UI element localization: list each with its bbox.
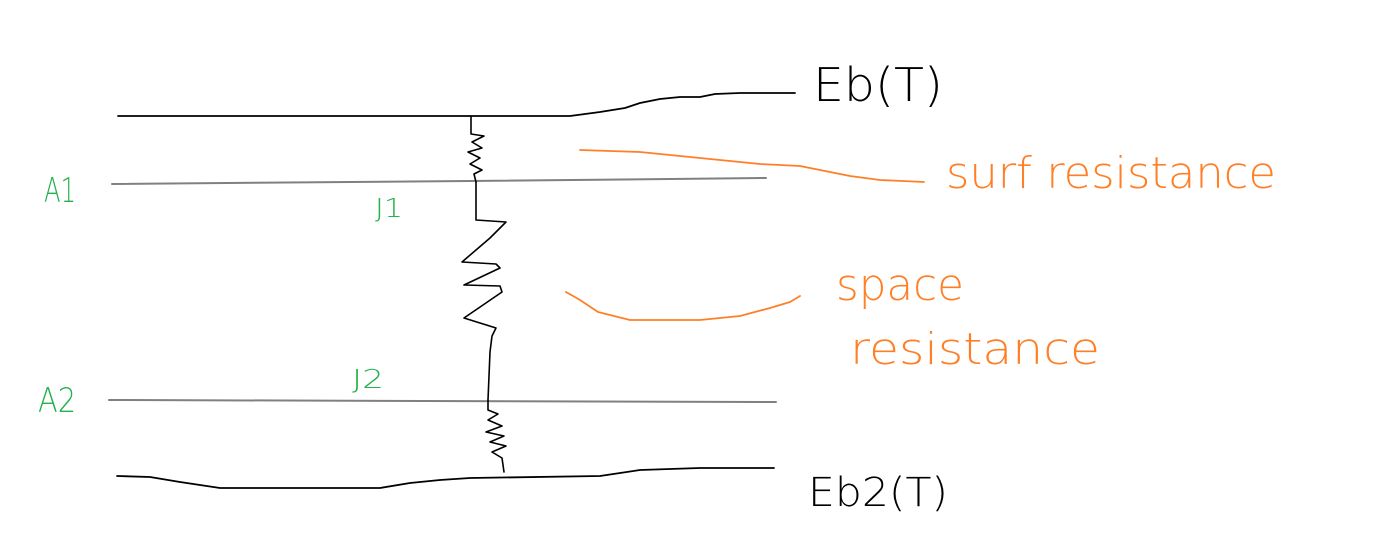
surface-resistance-bracket [579,149,925,183]
a2-label: A2 [38,381,76,421]
space-resistance-bracket [565,291,801,321]
a1-label: A1 [44,171,76,211]
space-resistance [461,181,507,401]
eb1-label: Eb(T) [813,58,943,112]
surface-resistance-2 [485,399,507,473]
surface-resistance-1 [467,115,485,183]
j1-label: J1 [375,194,403,224]
surface-resistance-label: surf resistance [946,148,1276,199]
space-resistance-label-line2: resistance [850,324,1100,375]
space-resistance-label-line1: space [836,260,964,311]
surface-2-plate [108,399,777,403]
eb2-label: Eb2(T) [808,470,948,516]
j2-label: J2 [352,365,384,395]
eb2-potential-line [116,467,775,489]
eb1-potential-line [117,92,796,117]
surface-1-plate [111,177,767,185]
